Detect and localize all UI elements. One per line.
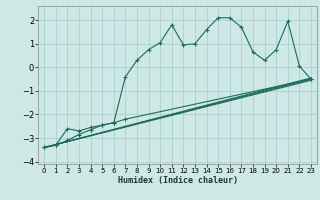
X-axis label: Humidex (Indice chaleur): Humidex (Indice chaleur) — [118, 176, 238, 185]
